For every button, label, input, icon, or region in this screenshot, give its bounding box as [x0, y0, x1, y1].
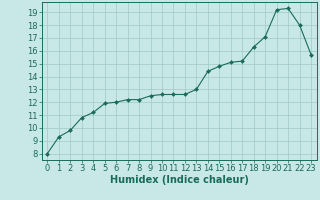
X-axis label: Humidex (Indice chaleur): Humidex (Indice chaleur): [110, 175, 249, 185]
